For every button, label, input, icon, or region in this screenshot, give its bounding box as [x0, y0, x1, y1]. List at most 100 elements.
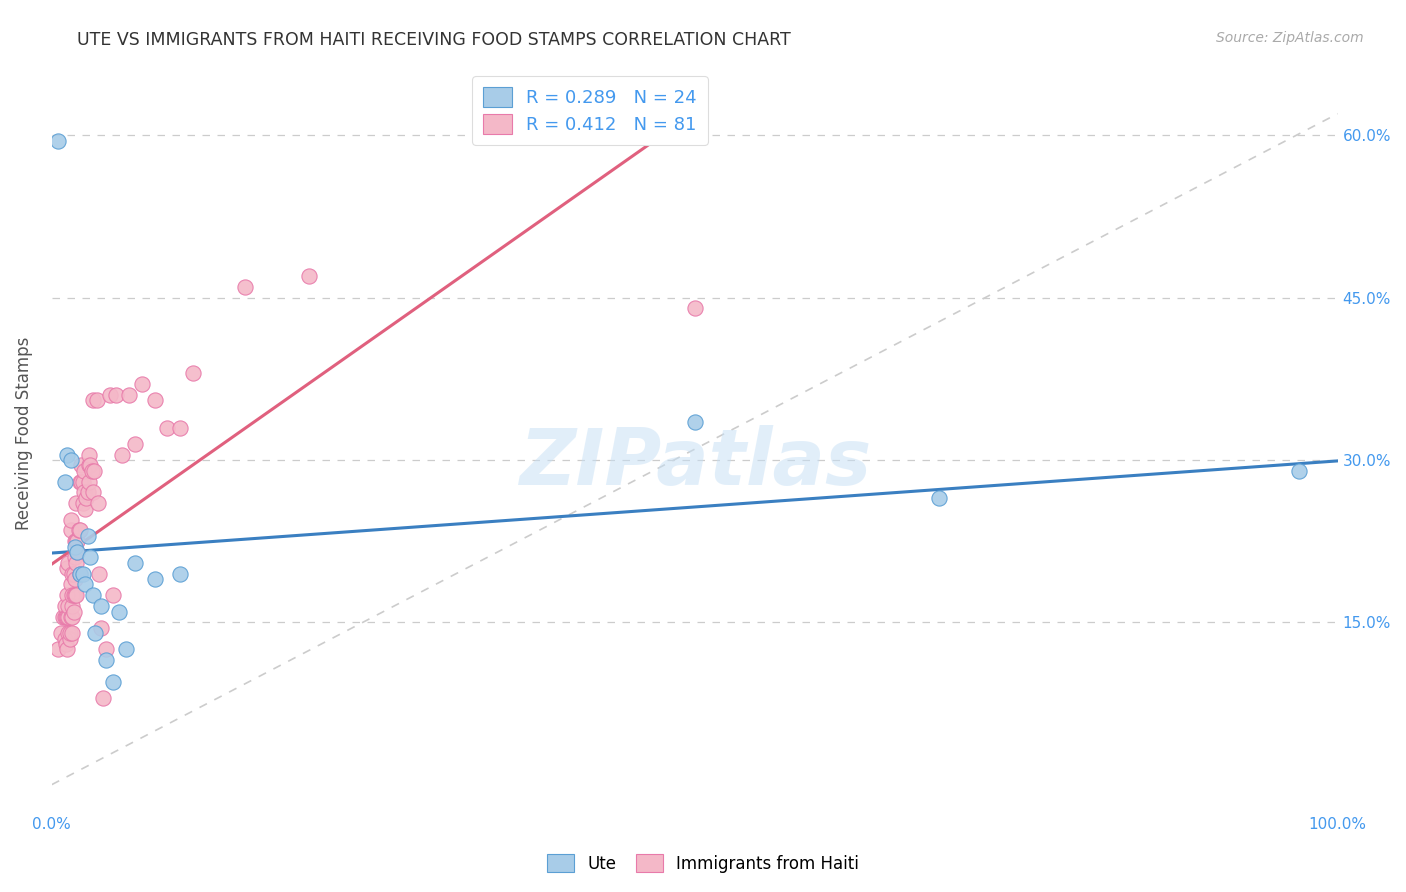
Point: [59, 626, 82, 640]
Point: [77, 448, 100, 462]
Legend: R = 0.289   N = 24, R = 0.412   N = 81: R = 0.289 N = 24, R = 0.412 N = 81: [472, 76, 707, 145]
Text: Source: ZipAtlas.com: Source: ZipAtlas.com: [1216, 31, 1364, 45]
Point: [63, 550, 86, 565]
Point: [65, 588, 87, 602]
Point: [63, 588, 86, 602]
Point: [58, 599, 80, 613]
Point: [107, 605, 129, 619]
Point: [233, 280, 256, 294]
Point: [82, 393, 104, 408]
Text: ZIPatlas: ZIPatlas: [519, 425, 870, 500]
Point: [63, 572, 86, 586]
Point: [62, 566, 84, 581]
Point: [683, 301, 706, 316]
Point: [55, 610, 77, 624]
Point: [77, 458, 100, 473]
Point: [53, 610, 76, 624]
Point: [65, 496, 87, 510]
Point: [181, 367, 204, 381]
Point: [58, 626, 80, 640]
Point: [62, 588, 84, 602]
Point: [94, 653, 117, 667]
Point: [72, 496, 94, 510]
Point: [80, 464, 103, 478]
Point: [72, 475, 94, 489]
Point: [60, 453, 83, 467]
Point: [75, 577, 97, 591]
Point: [60, 610, 83, 624]
Point: [56, 561, 79, 575]
Point: [84, 626, 107, 640]
Point: [86, 393, 108, 408]
Point: [143, 572, 166, 586]
Point: [82, 588, 104, 602]
Point: [69, 566, 91, 581]
Legend: Ute, Immigrants from Haiti: Ute, Immigrants from Haiti: [540, 847, 866, 880]
Point: [124, 556, 146, 570]
Point: [55, 637, 77, 651]
Point: [60, 524, 83, 538]
Point: [56, 448, 79, 462]
Point: [77, 475, 100, 489]
Point: [89, 566, 111, 581]
Point: [63, 540, 86, 554]
Point: [105, 388, 128, 402]
Point: [124, 436, 146, 450]
Point: [298, 268, 321, 283]
Point: [56, 642, 79, 657]
Point: [66, 545, 89, 559]
Point: [70, 458, 93, 473]
Point: [58, 556, 80, 570]
Point: [82, 485, 104, 500]
Point: [60, 512, 83, 526]
Point: [683, 415, 706, 429]
Point: [156, 420, 179, 434]
Point: [111, 448, 134, 462]
Point: [87, 496, 110, 510]
Point: [56, 610, 79, 624]
Point: [79, 550, 101, 565]
Point: [53, 599, 76, 613]
Text: UTE VS IMMIGRANTS FROM HAITI RECEIVING FOOD STAMPS CORRELATION CHART: UTE VS IMMIGRANTS FROM HAITI RECEIVING F…: [77, 31, 792, 49]
Point: [60, 577, 83, 591]
Point: [52, 610, 75, 624]
Point: [1288, 464, 1310, 478]
Point: [46, 642, 69, 657]
Point: [79, 458, 101, 473]
Point: [69, 475, 91, 489]
Point: [76, 529, 98, 543]
Point: [67, 524, 90, 538]
Point: [90, 621, 112, 635]
Point: [72, 566, 94, 581]
Point: [65, 534, 87, 549]
Point: [60, 588, 83, 602]
Point: [76, 485, 98, 500]
Point: [60, 599, 83, 613]
Point: [53, 475, 76, 489]
Point: [73, 464, 96, 478]
Point: [83, 464, 105, 478]
Y-axis label: Receiving Food Stamps: Receiving Food Stamps: [15, 336, 32, 530]
Point: [49, 626, 72, 640]
Point: [62, 605, 84, 619]
Point: [60, 610, 83, 624]
Point: [58, 610, 80, 624]
Point: [169, 420, 191, 434]
Point: [70, 475, 93, 489]
Point: [69, 566, 91, 581]
Point: [115, 642, 138, 657]
Point: [73, 485, 96, 500]
Point: [143, 393, 166, 408]
Point: [131, 377, 153, 392]
Point: [76, 491, 98, 505]
Point: [56, 588, 79, 602]
Point: [103, 674, 125, 689]
Point: [65, 556, 87, 570]
Point: [60, 566, 83, 581]
Point: [53, 632, 76, 646]
Point: [94, 642, 117, 657]
Point: [169, 566, 191, 581]
Point: [91, 691, 114, 706]
Point: [98, 388, 121, 402]
Point: [66, 545, 89, 559]
